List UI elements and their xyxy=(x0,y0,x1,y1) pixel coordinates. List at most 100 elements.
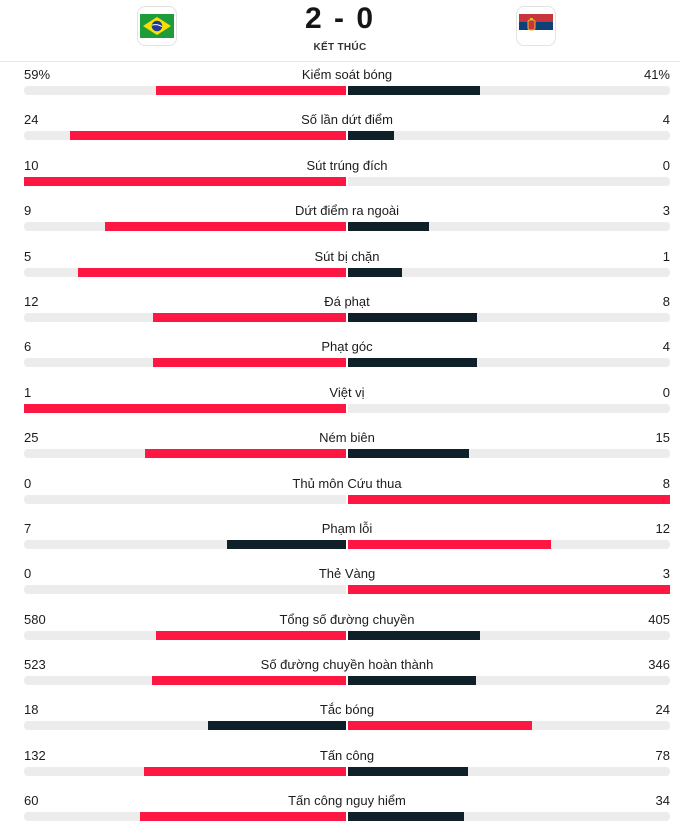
match-status: KẾT THÚC xyxy=(313,42,367,53)
away-stat-track xyxy=(348,449,670,459)
away-stat-value: 0 xyxy=(662,157,670,173)
brazil-flag-icon xyxy=(137,6,177,46)
away-stat-bar xyxy=(348,86,481,95)
away-stat-track xyxy=(348,585,670,595)
away-stat-bar xyxy=(348,222,429,232)
home-stat-bar xyxy=(77,267,346,277)
home-stat-value: 132 xyxy=(24,747,46,763)
home-stat-track xyxy=(24,176,346,186)
stat-label: Phạt góc xyxy=(321,339,373,355)
home-stat-track xyxy=(24,721,346,731)
home-stat-bar xyxy=(227,539,346,549)
home-stat-bar xyxy=(140,812,346,822)
home-stat-value: 5 xyxy=(24,248,32,264)
stat-row: 9 Dứt điểm ra ngoài 3 xyxy=(0,200,680,245)
home-stat-track xyxy=(24,585,346,595)
away-stat-track xyxy=(348,267,670,277)
home-stat-track xyxy=(24,312,346,322)
away-stat-track xyxy=(348,812,670,822)
away-stat-value: 8 xyxy=(662,293,670,309)
home-stat-value: 60 xyxy=(24,793,39,809)
stat-label: Tấn công nguy hiểm xyxy=(288,793,406,809)
stat-row: 7 Phạm lỗi 12 xyxy=(0,518,680,563)
home-stat-value: 0 xyxy=(24,566,32,582)
away-stat-bar xyxy=(348,676,477,686)
stat-label: Thẻ Vàng xyxy=(318,566,376,582)
away-stat-bar xyxy=(348,585,670,595)
away-stat-value: 3 xyxy=(662,203,670,219)
away-stat-track xyxy=(348,721,670,731)
stat-row: 523 Số đường chuyền hoàn thành 346 xyxy=(0,654,680,699)
stat-label: Kiểm soát bóng xyxy=(301,67,393,82)
stat-row: 5 Sút bị chặn 1 xyxy=(0,246,680,291)
away-stat-track xyxy=(348,539,670,549)
home-stat-bar xyxy=(24,403,346,413)
away-stat-value: 12 xyxy=(655,520,670,536)
stat-row: 0 Thẻ Vàng 3 xyxy=(0,563,680,608)
home-stat-value: 59% xyxy=(24,67,51,82)
stat-row: 12 Đá phạt 8 xyxy=(0,291,680,336)
away-stat-bar xyxy=(348,630,481,640)
away-stat-bar xyxy=(348,766,468,776)
home-stat-bar xyxy=(70,131,346,141)
home-stat-track xyxy=(24,131,346,141)
home-stat-bar xyxy=(24,176,346,186)
stats-list: 59% Kiểm soát bóng 41% 24 Số lần dứt điểm 4 10… xyxy=(0,64,680,828)
away-stat-track xyxy=(348,676,670,686)
away-stat-bar xyxy=(348,812,465,822)
home-stat-value: 10 xyxy=(24,157,39,173)
away-stat-bar xyxy=(348,131,394,141)
away-stat-track xyxy=(348,86,670,95)
home-stat-track xyxy=(24,86,346,95)
home-stat-bar xyxy=(143,766,346,776)
match-score: 2 - 0 xyxy=(304,2,376,35)
away-stat-value: 78 xyxy=(655,747,670,763)
away-stat-track xyxy=(348,176,670,186)
home-stat-track xyxy=(24,676,346,686)
away-stat-bar xyxy=(348,721,532,731)
away-stat-value: 4 xyxy=(662,339,670,355)
home-stat-bar xyxy=(208,721,346,731)
home-stat-bar xyxy=(156,630,346,640)
away-stat-value: 3 xyxy=(662,566,670,582)
stat-row: 6 Phạt góc 4 xyxy=(0,336,680,381)
home-stat-track xyxy=(24,630,346,640)
stat-row: 24 Số lần dứt điểm 4 xyxy=(0,109,680,154)
stat-label: Đá phạt xyxy=(324,293,370,309)
away-stat-track xyxy=(348,222,670,232)
stat-label: Sút trúng đích xyxy=(306,157,388,173)
stat-label: Số đường chuyền hoàn thành xyxy=(260,657,434,673)
stat-label: Việt vị xyxy=(329,384,365,400)
stat-label: Ném biên xyxy=(319,430,375,446)
away-stat-value: 15 xyxy=(655,430,670,446)
home-stat-value: 9 xyxy=(24,203,32,219)
stat-row: 580 Tổng số đường chuyền 405 xyxy=(0,609,680,654)
stat-row: 0 Thủ môn Cứu thua 8 xyxy=(0,473,680,518)
stat-label: Phạm lỗi xyxy=(321,520,373,536)
stat-label: Tắc bóng xyxy=(319,702,375,718)
home-stat-value: 1 xyxy=(24,384,32,400)
stat-label: Dứt điểm ra ngoài xyxy=(294,203,400,219)
home-stat-value: 0 xyxy=(24,475,32,491)
away-stat-bar xyxy=(348,449,469,459)
home-stat-track xyxy=(24,449,346,459)
home-stat-value: 18 xyxy=(24,702,39,718)
home-stat-track xyxy=(24,222,346,232)
stat-row: 25 Ném biên 15 xyxy=(0,427,680,472)
away-stat-bar xyxy=(348,358,477,368)
serbia-flag-icon xyxy=(516,6,556,46)
home-stat-value: 6 xyxy=(24,339,32,355)
away-stat-value: 0 xyxy=(662,384,670,400)
stat-label: Tổng số đường chuyền xyxy=(279,611,415,627)
home-stat-bar xyxy=(152,358,346,368)
home-stat-track xyxy=(24,812,346,822)
stat-row: 10 Sút trúng đích 0 xyxy=(0,155,680,200)
home-stat-bar xyxy=(152,676,346,686)
stat-label: Số lần dứt điểm xyxy=(301,112,393,128)
match-header: 2 - 0 KẾT THÚC xyxy=(0,0,680,62)
home-stat-bar xyxy=(104,222,346,232)
away-stat-value: 4 xyxy=(662,112,670,128)
away-stat-track xyxy=(348,358,670,368)
stat-row: 18 Tắc bóng 24 xyxy=(0,699,680,744)
away-stat-value: 346 xyxy=(648,657,670,673)
